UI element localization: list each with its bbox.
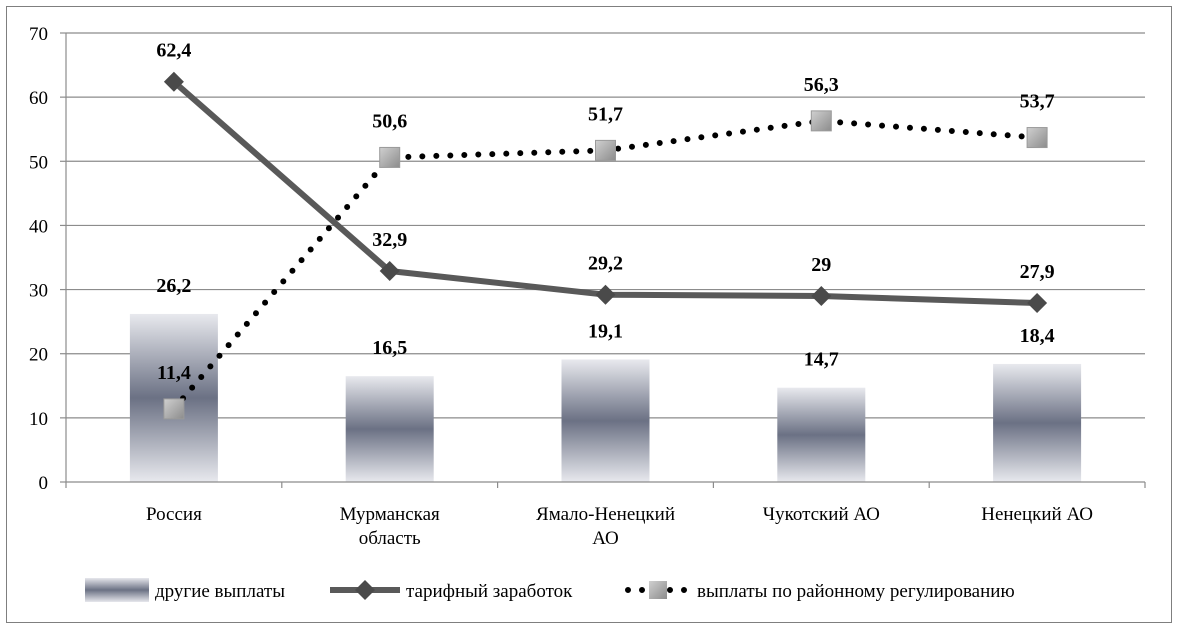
data-label-tariff: 29: [811, 254, 831, 276]
data-label-other-payments: 26,2: [156, 275, 191, 297]
data-label-regional: 11,4: [157, 362, 191, 384]
data-label-other-payments: 14,7: [804, 349, 839, 371]
marker-tariff-diamond: [595, 284, 616, 305]
x-tick-label: Россия: [146, 504, 202, 525]
data-label-tariff: 27,9: [1020, 261, 1055, 283]
x-tick-label: Мурманская область: [340, 504, 440, 549]
marker-regional-square: [163, 398, 185, 420]
y-tick-label: 50: [29, 152, 48, 173]
marker-tariff-diamond: [379, 260, 400, 281]
data-label-regional: 56,3: [804, 74, 839, 96]
data-label-regional: 50,6: [372, 110, 407, 132]
bar-other-payments: [777, 387, 866, 482]
data-label-tariff: 32,9: [372, 229, 407, 251]
data-label-regional: 53,7: [1020, 91, 1055, 113]
x-tick-label-line: АО: [592, 528, 619, 549]
x-tick-label-line: Ненецкий АО: [981, 504, 1093, 525]
marker-regional-square: [595, 139, 616, 161]
legend-label-other-payments: другие выплаты: [155, 581, 285, 602]
legend-label-regional: выплаты по районному регулированию: [697, 581, 1015, 602]
y-tick-label: 70: [29, 24, 48, 45]
legend-label-tariff: тарифный заработок: [406, 581, 573, 602]
data-label-regional: 51,7: [588, 103, 623, 125]
bar-other-payments: [345, 376, 434, 482]
data-label-tariff: 29,2: [588, 253, 623, 275]
bar-other-payments: [561, 359, 650, 482]
y-tick-label: 40: [29, 216, 48, 237]
data-label-other-payments: 19,1: [588, 320, 623, 342]
x-tick-label-line: Мурманская: [340, 504, 440, 525]
y-tick-label: 10: [29, 409, 48, 430]
x-tick-label: Ненецкий АО: [981, 504, 1093, 525]
y-tick-label: 20: [29, 345, 48, 366]
marker-regional-square: [1026, 127, 1048, 149]
y-tick-label: 60: [29, 88, 48, 109]
y-tick-label: 0: [39, 473, 49, 494]
x-tick-label-line: область: [359, 528, 421, 549]
x-tick-label-line: Россия: [146, 504, 202, 525]
data-label-tariff: 62,4: [156, 40, 191, 62]
y-tick-label: 30: [29, 281, 48, 302]
x-tick-label: Ямало-Ненецкий АО: [536, 504, 675, 549]
legend-swatch-other-payments: [85, 578, 149, 602]
marker-regional-square: [810, 110, 832, 132]
marker-tariff-diamond: [1027, 293, 1048, 314]
legend-swatch-tariff-diamond: [355, 580, 375, 600]
marker-tariff-diamond: [811, 285, 832, 306]
data-label-other-payments: 16,5: [372, 337, 407, 359]
data-label-other-payments: 18,4: [1020, 325, 1055, 347]
marker-regional-square: [379, 146, 401, 168]
x-tick-label-line: Ямало-Ненецкий: [536, 504, 675, 525]
legend-swatch-regional-square: [649, 581, 667, 599]
bar-other-payments: [129, 313, 218, 482]
marker-tariff-diamond: [163, 71, 184, 92]
x-tick-label-line: Чукотский АО: [763, 504, 880, 525]
bar-other-payments: [993, 363, 1082, 482]
x-tick-label: Чукотский АО: [763, 504, 880, 525]
